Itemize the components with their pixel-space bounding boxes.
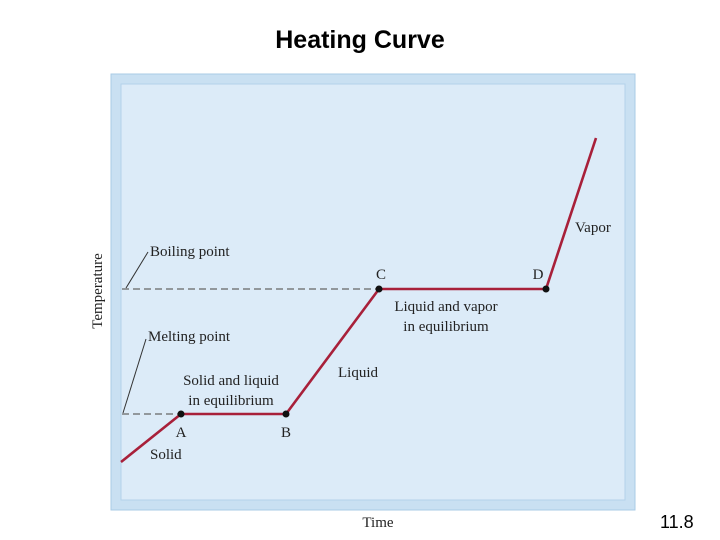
y-axis-label: Temperature <box>90 253 106 329</box>
point-d-marker <box>542 285 550 293</box>
heating-curve-line <box>120 137 598 464</box>
point-c-marker <box>375 285 383 293</box>
liquid-vapor-label-line1: Liquid and vapor <box>394 299 497 315</box>
solid-liquid-label-line1: Solid and liquid <box>183 373 279 389</box>
melting-point-label: Melting point <box>148 329 231 345</box>
melting-point-leader <box>122 338 147 414</box>
liquid-phase-label: Liquid <box>338 365 378 381</box>
point-d-label: D <box>533 267 544 283</box>
boiling-point-leader <box>125 251 149 289</box>
point-c-label: C <box>376 267 386 283</box>
point-a-marker <box>177 410 185 418</box>
liquid-vapor-label-line2: in equilibrium <box>403 319 489 335</box>
solid-phase-label: Solid <box>150 447 182 463</box>
solid-liquid-label-line2: in equilibrium <box>188 393 274 409</box>
point-b-label: B <box>281 425 291 441</box>
point-b-marker <box>282 410 290 418</box>
figure-panel-inner <box>120 83 626 501</box>
vapor-phase-label: Vapor <box>575 220 611 236</box>
x-axis-label: Time <box>362 515 393 531</box>
slide-title: Heating Curve <box>275 26 445 54</box>
boiling-point-label: Boiling point <box>150 244 230 260</box>
point-a-label: A <box>176 425 187 441</box>
slide-number: 11.8 <box>660 512 694 532</box>
